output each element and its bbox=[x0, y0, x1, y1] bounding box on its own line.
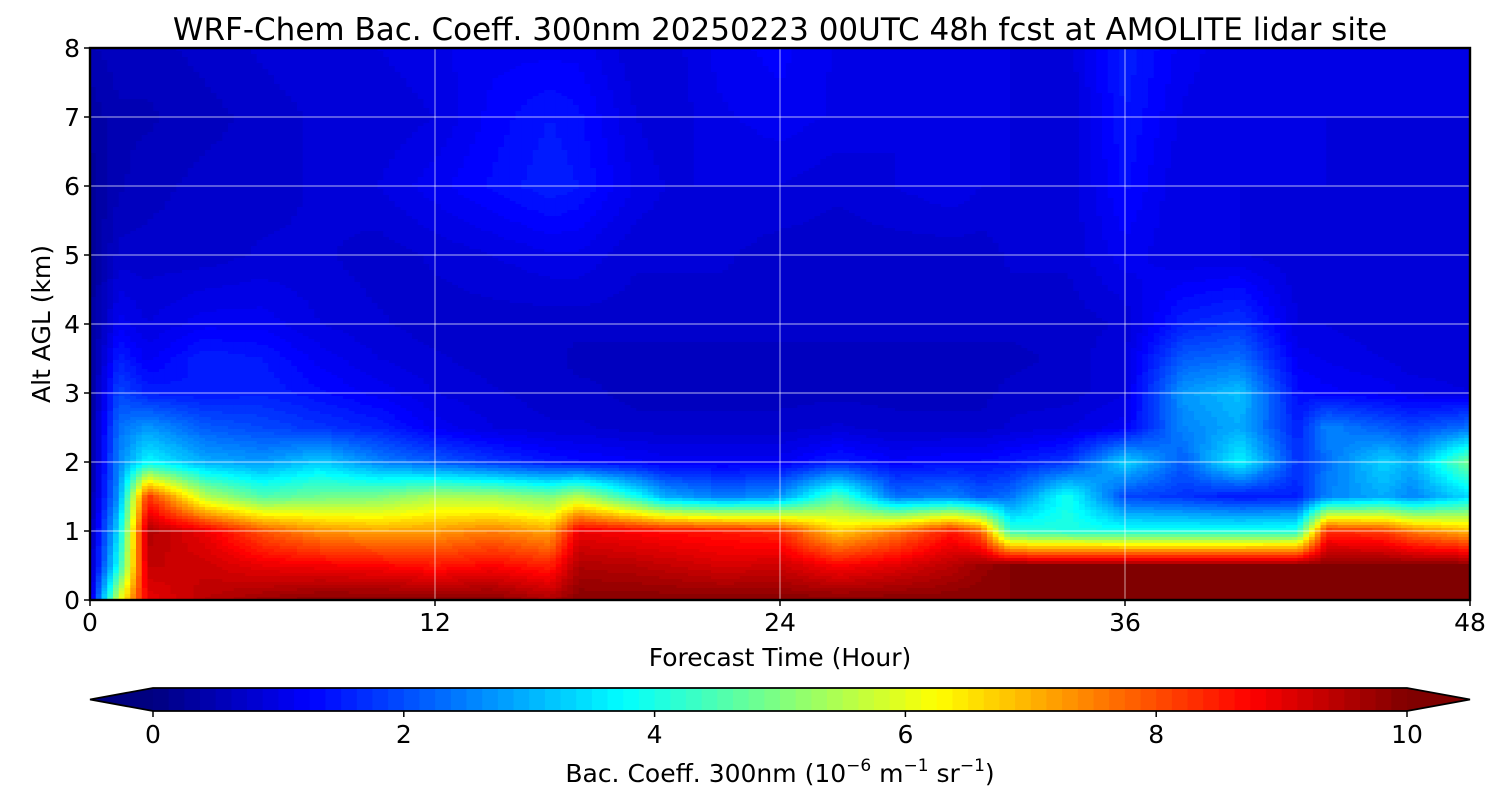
chart: WRF-Chem Bac. Coeff. 300nm 20250223 00UT… bbox=[0, 0, 1500, 800]
chart-title: WRF-Chem Bac. Coeff. 300nm 20250223 00UT… bbox=[173, 12, 1387, 48]
